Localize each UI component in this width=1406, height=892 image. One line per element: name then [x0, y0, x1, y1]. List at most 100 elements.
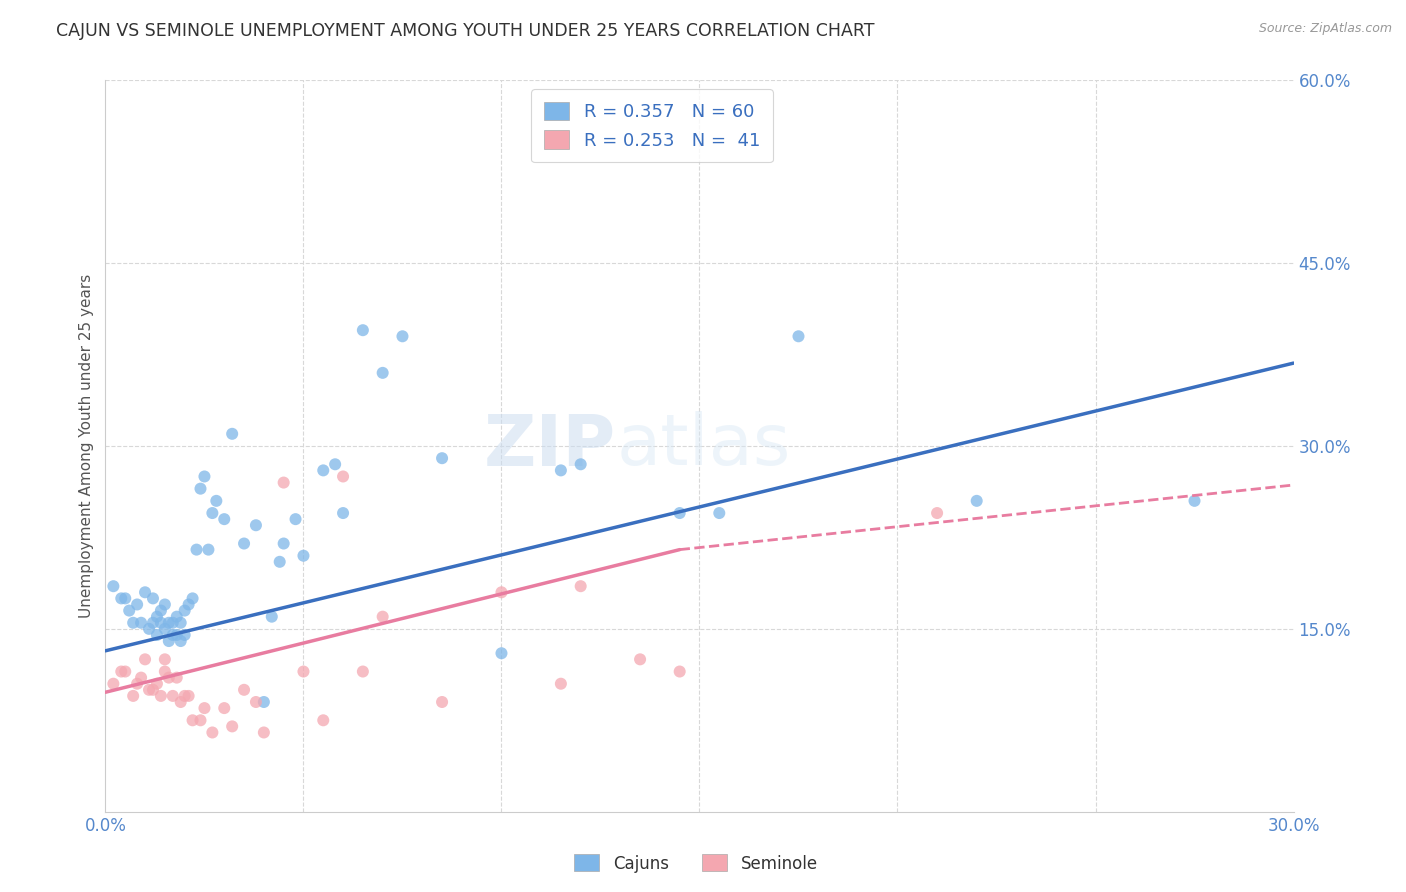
Point: [233, 536, 256, 550]
Point: [292, 665, 315, 679]
Point: [193, 701, 215, 715]
Point: [122, 689, 145, 703]
Point: [103, 579, 125, 593]
Point: [214, 701, 236, 715]
Point: [149, 603, 172, 617]
Point: [312, 463, 335, 477]
Point: [284, 512, 307, 526]
Point: [170, 695, 193, 709]
Point: [153, 665, 176, 679]
Point: [221, 719, 243, 733]
Point: [142, 682, 165, 697]
Point: [146, 628, 169, 642]
Point: [127, 676, 149, 690]
Point: [253, 725, 276, 739]
Point: [569, 458, 592, 472]
Point: [491, 585, 513, 599]
Point: [430, 451, 453, 466]
Point: [221, 426, 243, 441]
Point: [110, 591, 132, 606]
Point: [149, 615, 172, 630]
Point: [173, 689, 195, 703]
Point: [138, 622, 160, 636]
Point: [1184, 494, 1206, 508]
Point: [177, 598, 200, 612]
Point: [245, 518, 267, 533]
Point: [177, 689, 200, 703]
Point: [153, 622, 176, 636]
Point: [134, 652, 156, 666]
Point: [129, 615, 152, 630]
Point: [153, 652, 176, 666]
Point: [550, 676, 572, 690]
Point: [245, 695, 267, 709]
Point: [110, 665, 132, 679]
Text: CAJUN VS SEMINOLE UNEMPLOYMENT AMONG YOUTH UNDER 25 YEARS CORRELATION CHART: CAJUN VS SEMINOLE UNEMPLOYMENT AMONG YOU…: [56, 22, 875, 40]
Text: ZIP: ZIP: [484, 411, 616, 481]
Point: [157, 615, 180, 630]
Point: [190, 482, 212, 496]
Point: [170, 634, 193, 648]
Point: [371, 366, 394, 380]
Point: [181, 714, 204, 728]
Point: [269, 555, 291, 569]
Point: [118, 603, 141, 617]
Point: [491, 646, 513, 660]
Text: atlas: atlas: [616, 411, 790, 481]
Point: [709, 506, 731, 520]
Point: [186, 542, 208, 557]
Point: [332, 506, 354, 520]
Point: [190, 714, 212, 728]
Point: [162, 689, 184, 703]
Point: [214, 512, 236, 526]
Point: [138, 682, 160, 697]
Point: [146, 609, 169, 624]
Point: [332, 469, 354, 483]
Point: [162, 615, 184, 630]
Point: [173, 628, 195, 642]
Point: [323, 458, 346, 472]
Point: [201, 725, 224, 739]
Point: [205, 494, 228, 508]
Point: [569, 579, 592, 593]
Legend: Cajuns, Seminole: Cajuns, Seminole: [568, 847, 824, 880]
Point: [166, 609, 188, 624]
Point: [162, 628, 184, 642]
Point: [273, 475, 295, 490]
Y-axis label: Unemployment Among Youth under 25 years: Unemployment Among Youth under 25 years: [79, 274, 94, 618]
Point: [352, 323, 374, 337]
Point: [628, 652, 651, 666]
Point: [157, 634, 180, 648]
Point: [233, 682, 256, 697]
Point: [201, 506, 224, 520]
Point: [146, 676, 169, 690]
Point: [114, 591, 136, 606]
Point: [134, 585, 156, 599]
Point: [166, 671, 188, 685]
Point: [292, 549, 315, 563]
Point: [142, 615, 165, 630]
Point: [114, 665, 136, 679]
Point: [181, 591, 204, 606]
Point: [103, 676, 125, 690]
Point: [173, 603, 195, 617]
Point: [312, 714, 335, 728]
Point: [157, 671, 180, 685]
Point: [430, 695, 453, 709]
Point: [787, 329, 810, 343]
Point: [273, 536, 295, 550]
Point: [260, 609, 283, 624]
Point: [193, 469, 215, 483]
Point: [668, 506, 690, 520]
Point: [391, 329, 413, 343]
Point: [371, 609, 394, 624]
Point: [966, 494, 988, 508]
Point: [153, 598, 176, 612]
Point: [170, 615, 193, 630]
Point: [129, 671, 152, 685]
Point: [166, 628, 188, 642]
Legend: R = 0.357   N = 60, R = 0.253   N =  41: R = 0.357 N = 60, R = 0.253 N = 41: [531, 89, 773, 162]
Text: Source: ZipAtlas.com: Source: ZipAtlas.com: [1258, 22, 1392, 36]
Point: [550, 463, 572, 477]
Point: [668, 665, 690, 679]
